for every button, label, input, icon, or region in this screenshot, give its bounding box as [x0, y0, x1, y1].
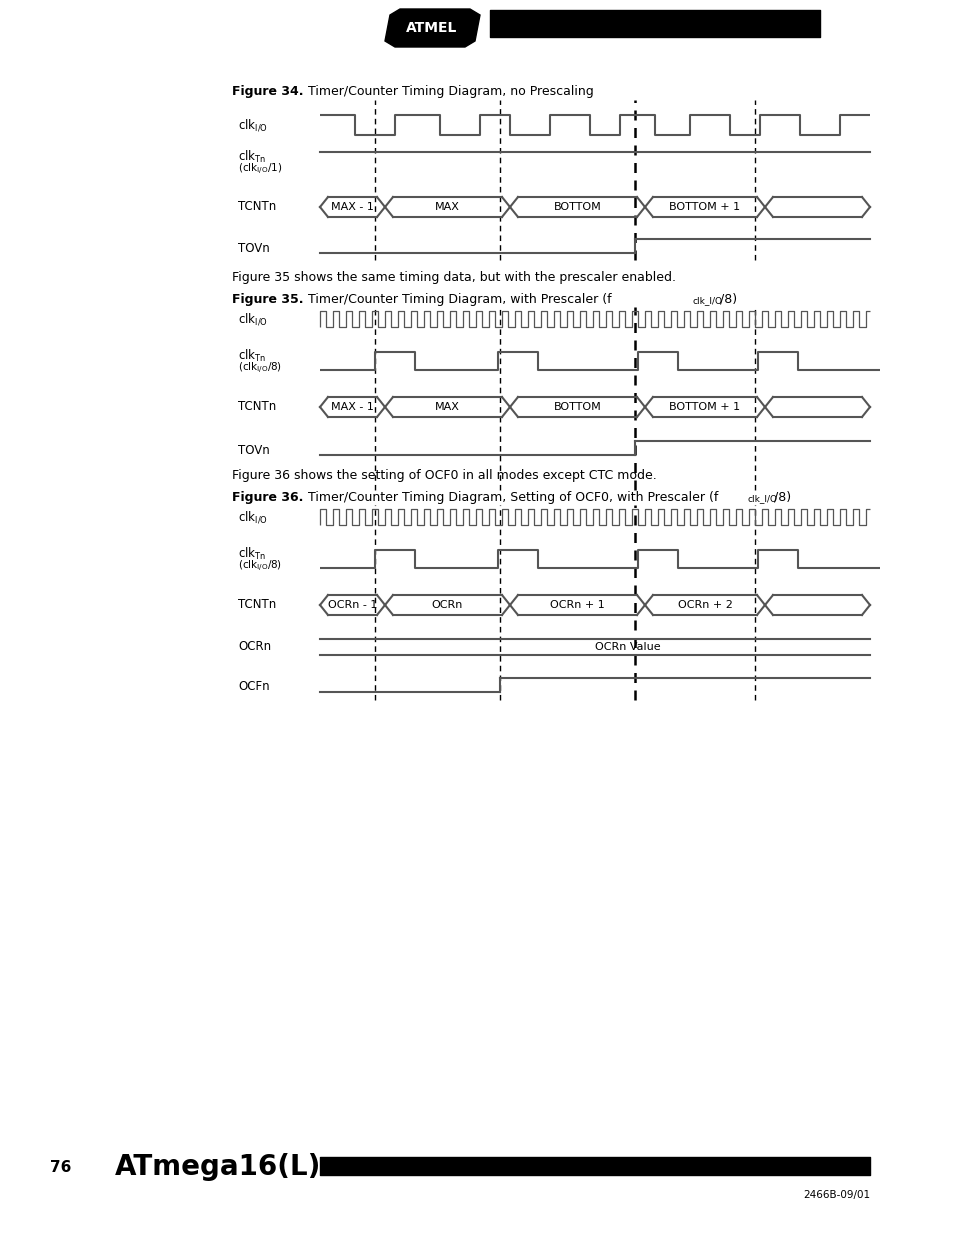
- Text: BOTTOM: BOTTOM: [553, 203, 600, 212]
- Text: (clk$_{\mathregular{I/O}}$/1): (clk$_{\mathregular{I/O}}$/1): [237, 162, 282, 177]
- Text: TCNTn: TCNTn: [237, 200, 276, 214]
- Text: clk$_{\mathregular{Tn}}$: clk$_{\mathregular{Tn}}$: [237, 149, 266, 165]
- Text: BOTTOM + 1: BOTTOM + 1: [669, 203, 740, 212]
- Text: Figure 36.: Figure 36.: [232, 490, 303, 504]
- Text: BOTTOM: BOTTOM: [553, 403, 600, 412]
- Text: OCRn: OCRn: [432, 600, 463, 610]
- Text: Timer/Counter Timing Diagram, with Prescaler (f: Timer/Counter Timing Diagram, with Presc…: [299, 293, 611, 305]
- Text: Timer/Counter Timing Diagram, no Prescaling: Timer/Counter Timing Diagram, no Prescal…: [299, 85, 593, 99]
- Text: clk$_{\mathregular{I/O}}$: clk$_{\mathregular{I/O}}$: [237, 509, 268, 525]
- Text: MAX: MAX: [435, 403, 459, 412]
- Text: Timer/Counter Timing Diagram, Setting of OCF0, with Prescaler (f: Timer/Counter Timing Diagram, Setting of…: [299, 490, 718, 504]
- Text: MAX: MAX: [435, 203, 459, 212]
- Text: TOVn: TOVn: [237, 443, 270, 457]
- Text: Figure 34.: Figure 34.: [232, 85, 303, 99]
- Text: OCRn + 2: OCRn + 2: [677, 600, 732, 610]
- Text: OCRn Value: OCRn Value: [594, 642, 659, 652]
- Text: TCNTn: TCNTn: [237, 400, 276, 414]
- Text: ATmega16(L): ATmega16(L): [115, 1153, 321, 1181]
- Text: Figure 35 shows the same timing data, but with the prescaler enabled.: Figure 35 shows the same timing data, bu…: [232, 270, 676, 284]
- Text: clk_I/O: clk_I/O: [692, 296, 722, 305]
- Text: TCNTn: TCNTn: [237, 599, 276, 611]
- Text: Figure 36 shows the setting of OCF0 in all modes except CTC mode.: Figure 36 shows the setting of OCF0 in a…: [232, 468, 656, 482]
- Text: /8): /8): [773, 490, 790, 504]
- Text: OCFn: OCFn: [237, 680, 270, 694]
- Text: OCRn - 1: OCRn - 1: [328, 600, 376, 610]
- Text: 76: 76: [50, 1160, 71, 1174]
- Text: OCRn + 1: OCRn + 1: [550, 600, 604, 610]
- Text: (clk$_{\mathregular{I/O}}$/8): (clk$_{\mathregular{I/O}}$/8): [237, 361, 282, 375]
- Text: ATMEL: ATMEL: [406, 21, 457, 35]
- Text: /8): /8): [720, 293, 737, 305]
- Text: TOVn: TOVn: [237, 242, 270, 254]
- Text: OCRn: OCRn: [237, 641, 271, 653]
- Text: (clk$_{\mathregular{I/O}}$/8): (clk$_{\mathregular{I/O}}$/8): [237, 558, 282, 573]
- Text: clk_I/O: clk_I/O: [747, 494, 778, 504]
- Text: MAX - 1: MAX - 1: [331, 403, 374, 412]
- Text: 2466B-09/01: 2466B-09/01: [802, 1191, 869, 1200]
- Text: BOTTOM + 1: BOTTOM + 1: [669, 403, 740, 412]
- Text: clk$_{\mathregular{Tn}}$: clk$_{\mathregular{Tn}}$: [237, 546, 266, 562]
- Text: clk$_{\mathregular{Tn}}$: clk$_{\mathregular{Tn}}$: [237, 348, 266, 364]
- Text: MAX - 1: MAX - 1: [331, 203, 374, 212]
- Text: clk$_{\mathregular{I/O}}$: clk$_{\mathregular{I/O}}$: [237, 311, 268, 327]
- Text: Figure 35.: Figure 35.: [232, 293, 303, 305]
- Text: clk$_{\mathregular{I/O}}$: clk$_{\mathregular{I/O}}$: [237, 117, 268, 133]
- Polygon shape: [385, 9, 479, 47]
